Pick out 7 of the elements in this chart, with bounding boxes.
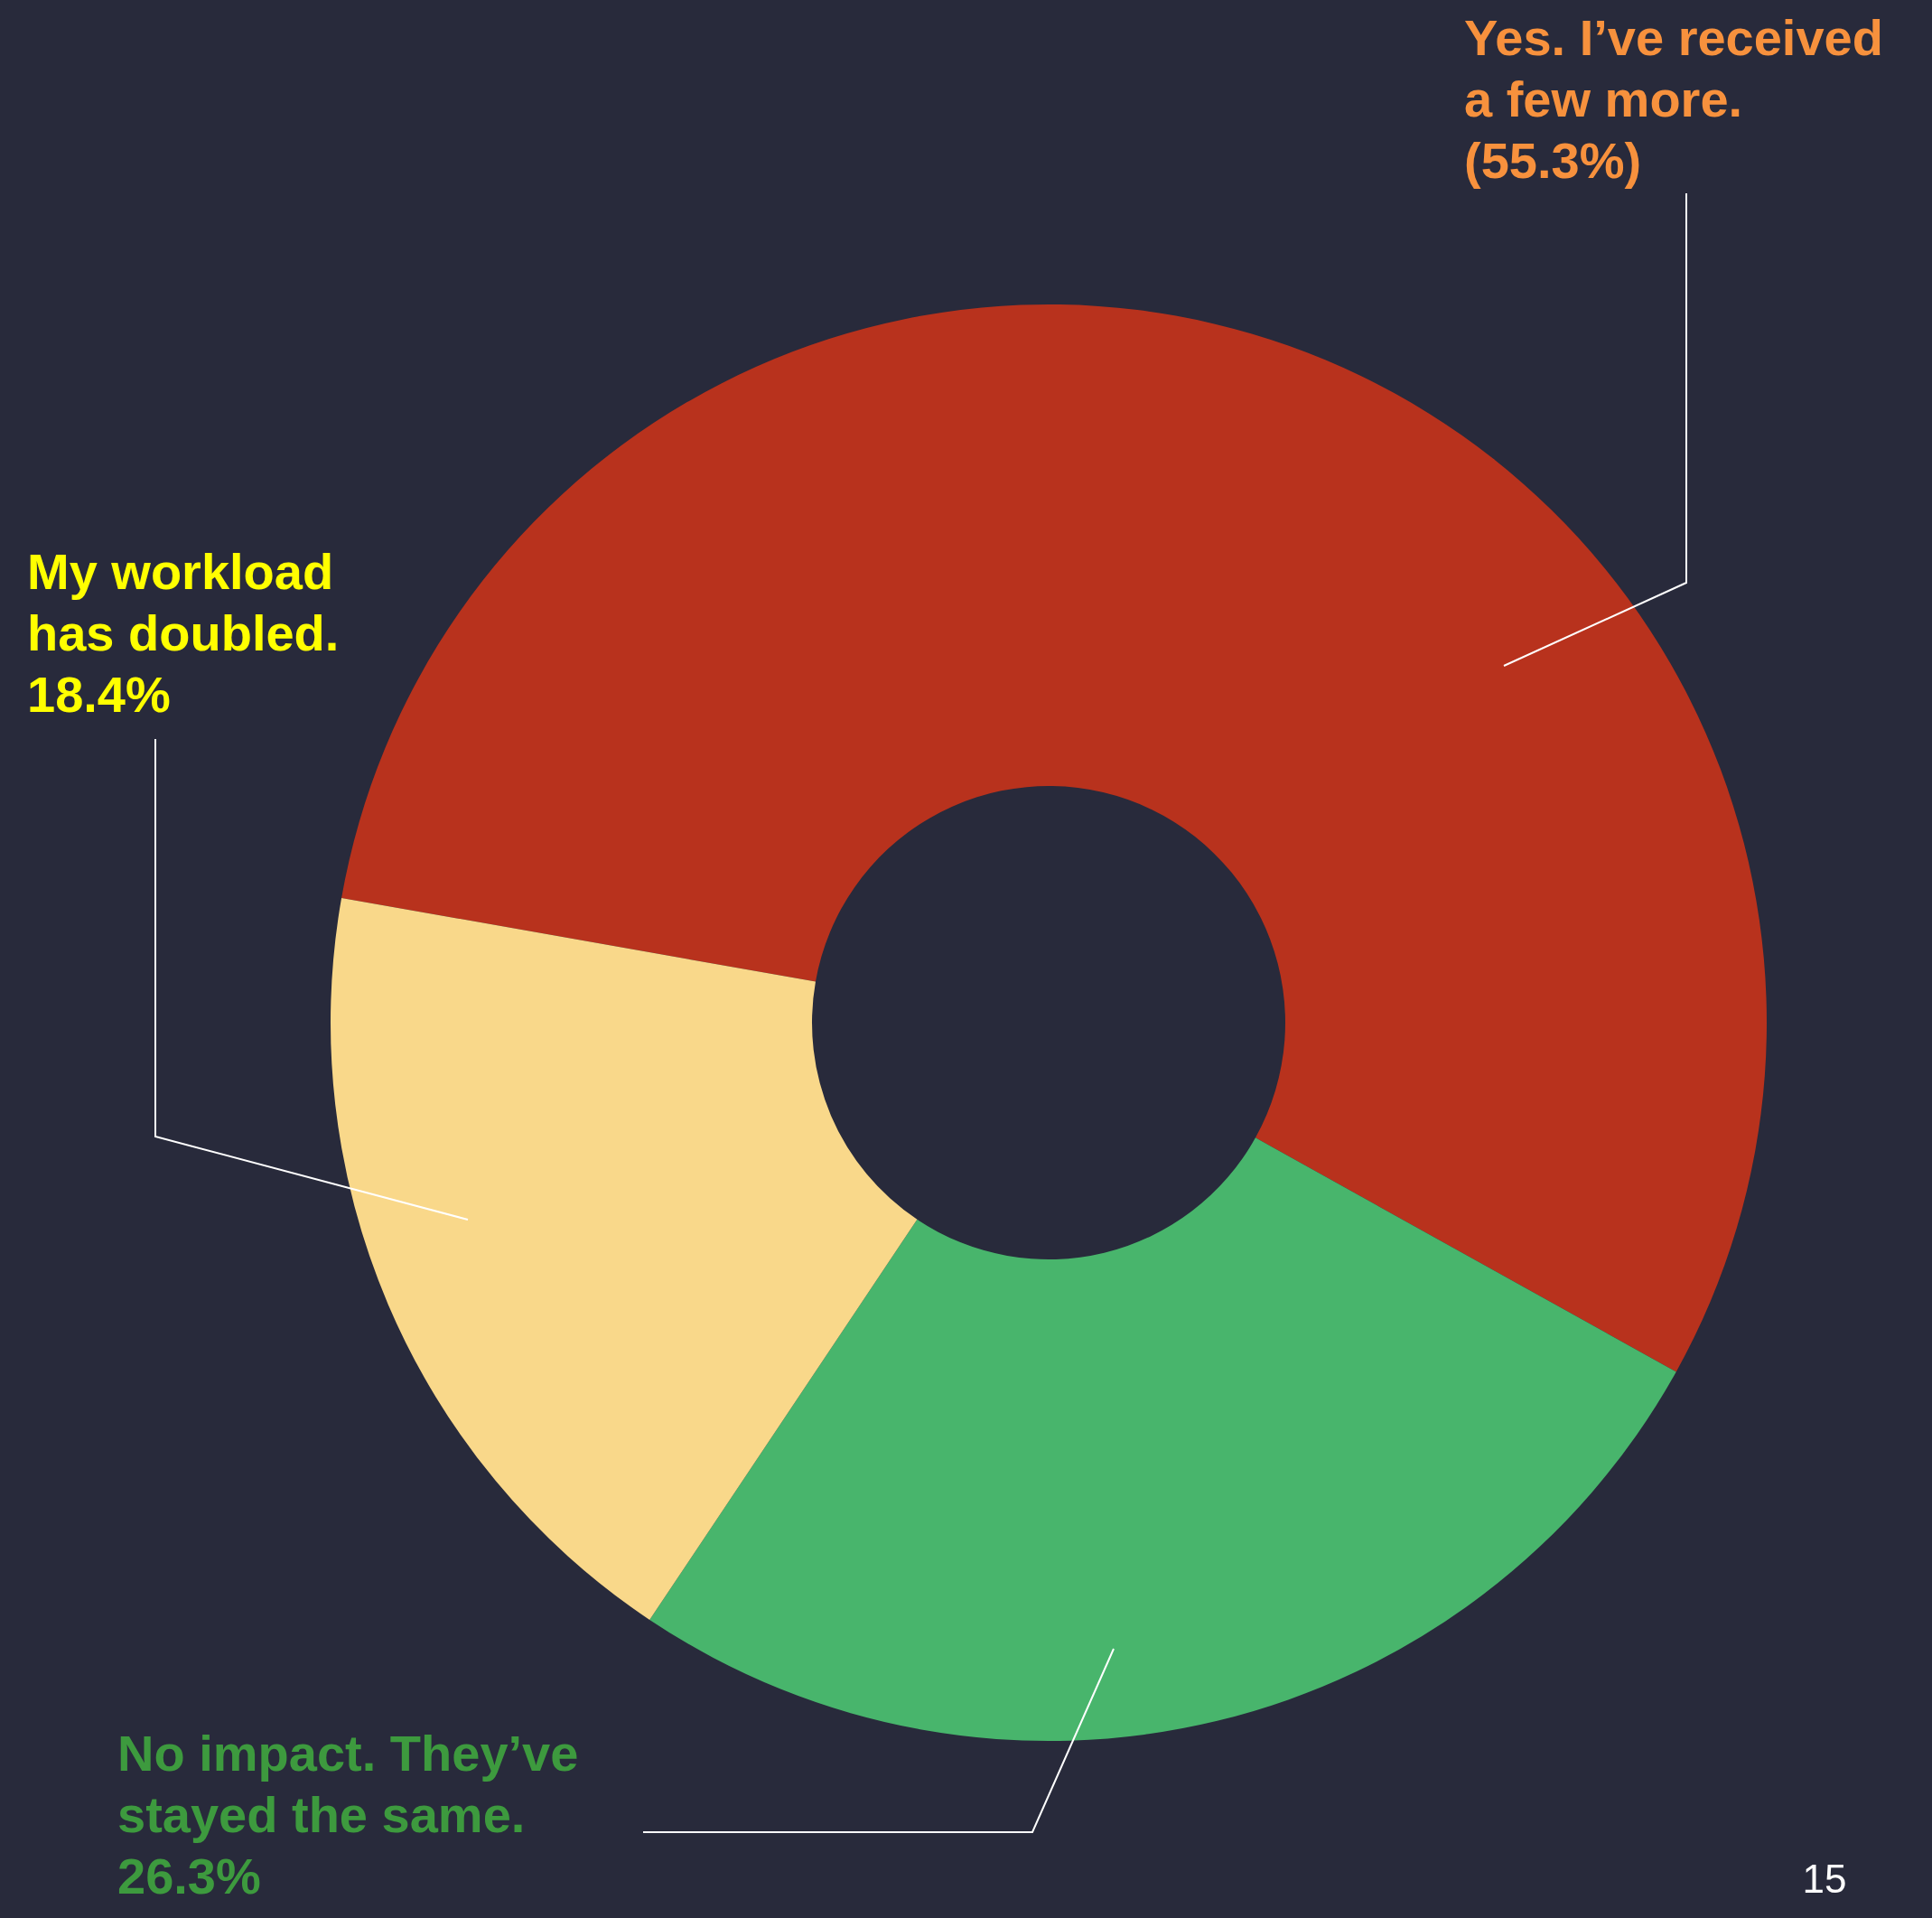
data-label: 26.3% [117,1848,261,1904]
text: 15 [1802,1857,1847,1901]
data-label: 18.4% [27,666,171,723]
slice-label: My workload has doubled. [27,543,340,661]
slice-label: Yes. I’ve received a few more. [1464,9,1883,127]
data-label: (55.3%) [1464,132,1642,189]
slice-label: No impact. They’ve stayed the same. [117,1725,579,1843]
